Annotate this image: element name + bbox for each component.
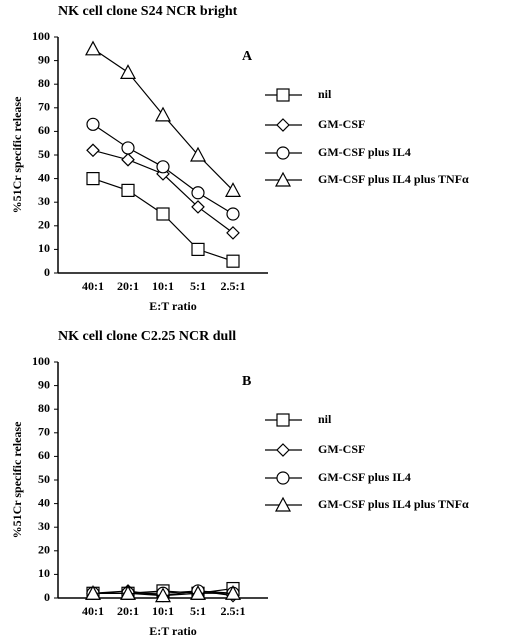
y-tick-label: 10 <box>38 241 50 255</box>
data-point <box>226 207 240 221</box>
legend-label: nil <box>318 412 332 426</box>
y-tick-label: 30 <box>38 519 50 533</box>
y-tick-label: 0 <box>44 590 50 604</box>
data-point <box>84 40 102 56</box>
data-point <box>121 141 135 155</box>
data-point <box>154 587 172 603</box>
chart-title: NK cell clone S24 NCR bright <box>58 4 238 19</box>
data-point <box>191 200 205 214</box>
data-point <box>86 117 100 131</box>
data-point <box>224 585 242 600</box>
x-tick-label: 40:1 <box>82 279 104 293</box>
y-tick-label: 60 <box>38 123 50 137</box>
legend-marker <box>276 146 290 160</box>
data-point <box>189 585 207 600</box>
y-tick-label: 0 <box>44 265 50 279</box>
x-tick-label: 5:1 <box>190 604 206 618</box>
x-tick-label: 20:1 <box>117 279 139 293</box>
y-tick-label: 20 <box>38 543 50 557</box>
y-tick-label: 20 <box>38 218 50 232</box>
legend-marker <box>276 413 290 427</box>
data-point <box>86 172 100 186</box>
legend-label: GM-CSF <box>318 117 365 131</box>
y-tick-label: 70 <box>38 425 50 439</box>
y-tick-label: 80 <box>38 401 50 415</box>
x-tick-label: 5:1 <box>190 279 206 293</box>
legend-label: GM-CSF plus IL4 <box>318 145 411 159</box>
legend-marker <box>276 443 290 457</box>
legend-label: GM-CSF plus IL4 plus TNFα <box>318 497 469 511</box>
data-point <box>86 143 100 158</box>
x-axis-label: E:T ratio <box>149 624 196 638</box>
data-point <box>191 186 205 200</box>
y-tick-label: 90 <box>38 377 50 391</box>
data-point <box>224 182 242 197</box>
legend-label: GM-CSF plus IL4 plus TNFα <box>318 172 469 186</box>
data-point <box>156 207 170 221</box>
y-tick-label: 10 <box>38 566 50 580</box>
legend-marker <box>274 171 292 187</box>
legend-marker <box>276 88 290 102</box>
y-tick-label: 70 <box>38 100 50 114</box>
data-point <box>191 242 205 256</box>
y-axis-label: %51Cr specific release <box>10 421 24 539</box>
x-tick-label: 10:1 <box>152 279 174 293</box>
y-tick-label: 90 <box>38 52 50 66</box>
panel-label: A <box>242 49 253 64</box>
legend-label: nil <box>318 87 332 101</box>
data-point <box>84 585 102 600</box>
legend-marker <box>276 471 290 485</box>
y-tick-label: 40 <box>38 495 50 509</box>
y-axis-label: %51Cr specific release <box>10 96 24 214</box>
x-tick-label: 40:1 <box>82 604 104 618</box>
y-tick-label: 40 <box>38 170 50 184</box>
chart-title: NK cell clone C2.25 NCR dull <box>58 329 236 344</box>
x-tick-label: 20:1 <box>117 604 139 618</box>
y-tick-label: 50 <box>38 147 50 161</box>
y-tick-label: 80 <box>38 76 50 90</box>
panel-label: B <box>242 374 251 389</box>
legend-marker <box>274 496 292 512</box>
legend-label: GM-CSF plus IL4 <box>318 470 411 484</box>
data-point <box>226 254 240 268</box>
y-tick-label: 100 <box>32 354 50 368</box>
data-point <box>121 152 135 167</box>
x-axis-label: E:T ratio <box>149 299 196 313</box>
data-point <box>121 183 135 197</box>
data-point <box>189 146 207 162</box>
y-tick-label: 30 <box>38 194 50 208</box>
x-tick-label: 2.5:1 <box>221 279 246 293</box>
y-tick-label: 100 <box>32 29 50 43</box>
data-point <box>154 106 172 122</box>
data-point <box>156 160 170 174</box>
legend-label: GM-CSF <box>318 442 365 456</box>
data-point <box>226 226 240 240</box>
x-tick-label: 2.5:1 <box>221 604 246 618</box>
data-point <box>119 585 137 600</box>
x-tick-label: 10:1 <box>152 604 174 618</box>
data-point <box>119 64 137 80</box>
legend-marker <box>276 118 290 132</box>
y-tick-label: 50 <box>38 472 50 486</box>
y-tick-label: 60 <box>38 448 50 462</box>
